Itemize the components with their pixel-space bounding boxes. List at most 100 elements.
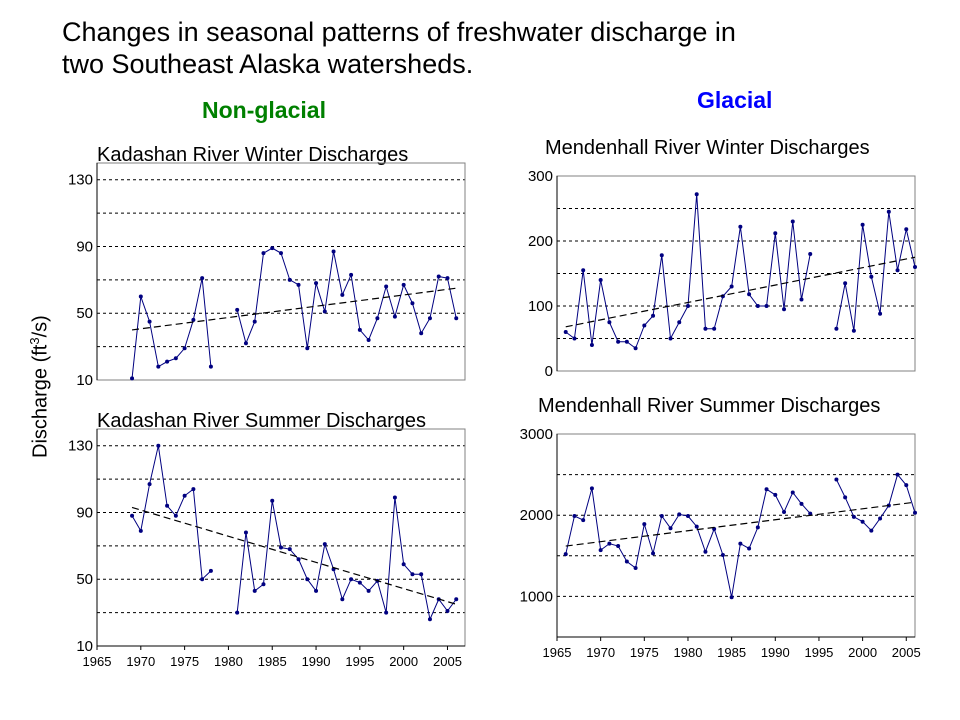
mendenhall-summer-data-point — [677, 512, 682, 517]
mendenhall-winter-data-point — [764, 304, 769, 308]
kadashan-summer-data-point — [243, 530, 248, 535]
kadashan-winter-data-point — [182, 346, 187, 351]
mendenhall-winter-data-point — [843, 281, 848, 286]
kadashan-summer-data-point — [191, 487, 196, 492]
kadashan-summer-data-point — [322, 542, 327, 547]
kadashan-summer-plot-frame — [96, 428, 466, 647]
mendenhall-winter-y-tick-label: 100 — [528, 298, 553, 315]
kadashan-summer-data-point — [401, 562, 406, 567]
mendenhall-winter-data-point — [642, 323, 647, 328]
kadashan-summer-data-point — [314, 588, 319, 593]
kadashan-winter-data-point — [401, 282, 406, 287]
mendenhall-winter-data-point — [782, 307, 787, 312]
kadashan-winter-data-point — [296, 282, 301, 287]
mendenhall-summer-data-point — [589, 486, 594, 491]
mendenhall-summer-data-point — [633, 565, 638, 570]
mendenhall-winter-data-point — [755, 304, 760, 308]
mendenhall-winter-data-point — [895, 268, 900, 273]
mendenhall-winter-chart: 0 100 200 300 — [528, 168, 917, 380]
kadashan-summer-x-tick-label: 1980 — [214, 654, 243, 669]
kadashan-summer-data-point — [252, 588, 257, 593]
mendenhall-summer-data-point — [659, 514, 664, 519]
mendenhall-summer-data-point — [851, 514, 856, 519]
kadashan-summer-x-tick-label: 2005 — [433, 654, 462, 669]
kadashan-summer-data-point — [165, 503, 170, 508]
mendenhall-winter-plot-frame — [556, 175, 916, 372]
mendenhall-winter-data-point — [607, 320, 612, 325]
mendenhall-winter-data-point — [694, 192, 699, 197]
mendenhall-winter-data-point — [869, 274, 874, 279]
kadashan-winter-data-point — [200, 276, 205, 281]
kadashan-winter-data-point — [287, 277, 292, 282]
kadashan-summer-data-point — [305, 577, 310, 582]
mendenhall-summer-data-point — [799, 501, 804, 506]
kadashan-winter-data-point — [419, 331, 424, 336]
mendenhall-winter-data-point — [860, 222, 865, 227]
mendenhall-winter-data-point — [851, 328, 856, 333]
mendenhall-summer-data-point — [642, 522, 647, 527]
kadashan-summer-data-point — [410, 572, 415, 577]
kadashan-winter-data-point — [138, 294, 143, 299]
mendenhall-winter-title: Mendenhall River Winter Discharges — [545, 137, 870, 159]
kadashan-summer-chart: 10 50 90 130 1965 1970 1975 1980 1985 1990 1995 200… — [68, 428, 466, 669]
mendenhall-summer-y-tick-label: 3000 — [520, 426, 553, 443]
mendenhall-summer-y-tick-label: 2000 — [520, 507, 553, 524]
mendenhall-winter-data-point — [904, 227, 909, 232]
mendenhall-winter-data-point — [878, 311, 883, 316]
non-glacial-label: Non-glacial — [202, 97, 326, 123]
kadashan-summer-data-point — [147, 482, 152, 487]
kadashan-summer-data-point — [366, 588, 371, 593]
kadashan-winter-trend-line — [131, 287, 457, 331]
mendenhall-summer-data-point — [808, 511, 813, 516]
mendenhall-summer-data-point — [738, 541, 743, 546]
mendenhall-winter-data-point — [738, 224, 743, 229]
kadashan-winter-series-line — [236, 247, 457, 349]
mendenhall-summer-data-point — [563, 552, 568, 557]
mendenhall-winter-series-line — [835, 211, 916, 331]
kadashan-winter-title: Kadashan River Winter Discharges — [97, 144, 409, 166]
glacial-label: Glacial — [697, 87, 773, 113]
mendenhall-summer-data-point — [668, 526, 673, 531]
mendenhall-winter-data-point — [808, 252, 813, 256]
mendenhall-winter-data-point — [563, 330, 568, 334]
kadashan-summer-data-point — [156, 443, 161, 448]
mendenhall-summer-data-point — [755, 525, 760, 530]
kadashan-winter-data-point — [445, 276, 450, 281]
kadashan-summer-x-tick-label: 1970 — [126, 654, 155, 669]
mendenhall-summer-data-point — [729, 595, 734, 600]
kadashan-winter-chart: 10 50 90 130 — [68, 162, 466, 389]
mendenhall-winter-data-point — [729, 284, 734, 289]
kadashan-winter-data-point — [270, 246, 275, 251]
kadashan-winter-data-point — [235, 307, 240, 312]
kadashan-summer-data-point — [279, 545, 283, 550]
kadashan-winter-data-point — [261, 251, 266, 256]
mendenhall-summer-data-point — [616, 544, 621, 549]
mendenhall-summer-data-point — [703, 549, 708, 554]
kadashan-summer-data-point — [200, 577, 205, 582]
kadashan-summer-data-point — [419, 572, 424, 577]
kadashan-summer-series-line — [131, 445, 212, 581]
kadashan-winter-data-point — [331, 249, 336, 254]
kadashan-summer-x-tick-label: 1975 — [170, 654, 199, 669]
mendenhall-summer-data-point — [572, 514, 577, 519]
mendenhall-summer-x-tick-label: 1965 — [543, 645, 572, 660]
kadashan-winter-data-point — [147, 319, 152, 324]
mendenhall-summer-x-tick-label: 2000 — [848, 645, 877, 660]
mendenhall-summer-data-point — [904, 483, 909, 488]
kadashan-winter-data-point — [349, 272, 354, 277]
kadashan-summer-data-point — [208, 568, 213, 573]
mendenhall-summer-x-tick-label: 1985 — [717, 645, 746, 660]
kadashan-winter-plot-frame — [96, 162, 466, 381]
kadashan-winter-data-point — [322, 309, 327, 314]
kadashan-summer-data-point — [296, 557, 301, 562]
kadashan-summer-data-point — [392, 495, 397, 500]
mendenhall-winter-data-point — [773, 231, 778, 236]
kadashan-summer-data-point — [138, 528, 143, 533]
kadashan-summer-y-tick-label: 130 — [68, 438, 93, 455]
mendenhall-summer-x-tick-label: 1975 — [630, 645, 659, 660]
mendenhall-summer-data-point — [764, 487, 769, 492]
slide-title-line-2: two Southeast Alaska watersheds. — [62, 49, 474, 79]
kadashan-winter-data-point — [454, 316, 459, 321]
kadashan-summer-x-tick-label: 1985 — [258, 654, 287, 669]
mendenhall-summer-data-point — [913, 510, 917, 515]
